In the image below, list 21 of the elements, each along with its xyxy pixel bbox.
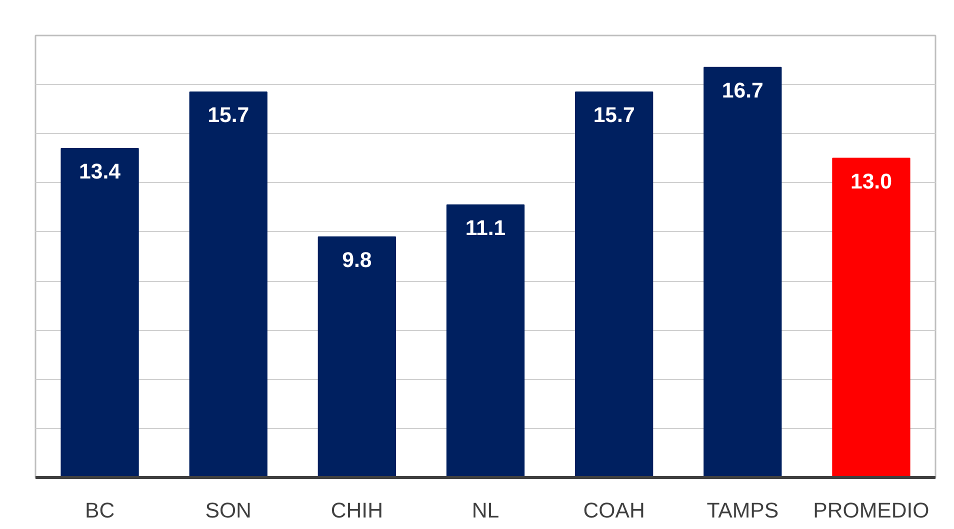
x-tick-label: NL [472,498,500,522]
x-tick-label: PROMEDIO [813,498,930,522]
x-tick-label: SON [205,498,252,522]
data-label: 9.8 [342,248,372,272]
x-tick-label: BC [84,498,115,522]
x-tick-label: CHIH [330,498,384,522]
bar [704,66,782,478]
data-label: 13.0 [850,169,892,194]
data-label: 15.7 [208,102,250,127]
bar [832,158,910,478]
bar [189,91,268,478]
data-label: 16.7 [722,78,764,102]
data-label: 13.4 [79,159,121,184]
bar [575,91,654,478]
bar [446,204,525,478]
x-tick-label: TAMPS [706,498,779,522]
bar [318,236,396,478]
data-label: 11.1 [465,216,506,240]
bar [60,148,139,478]
x-tick-label: COAH [583,498,645,522]
data-label: 15.7 [593,102,635,127]
